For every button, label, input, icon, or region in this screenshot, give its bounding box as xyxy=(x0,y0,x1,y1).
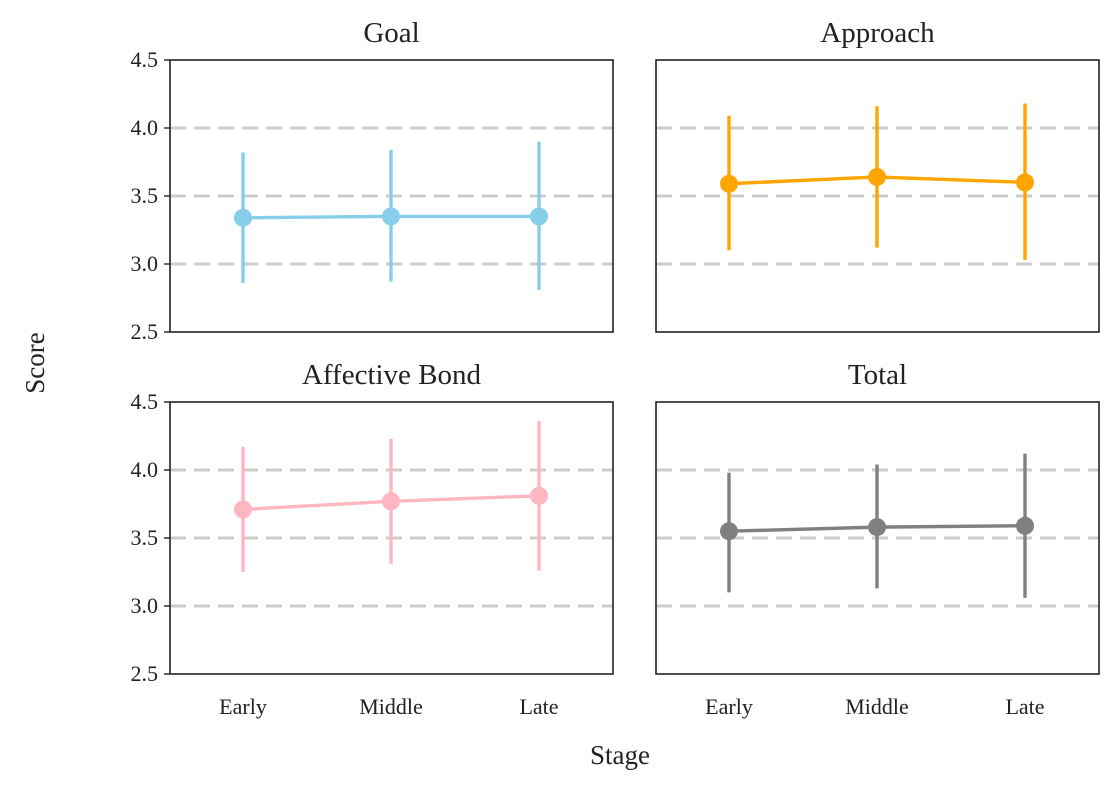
approach-point-late xyxy=(1016,173,1034,192)
total-x-tick-label-middle: Middle xyxy=(845,694,909,719)
goal-y-tick-label: 3.0 xyxy=(131,251,159,276)
total-x-tick-label-late: Late xyxy=(1005,694,1044,719)
total-point-middle xyxy=(868,518,886,537)
affective-bond-point-late xyxy=(530,486,548,505)
affective-bond-y-tick-label: 2.5 xyxy=(131,661,159,686)
goal-point-early xyxy=(234,208,252,227)
affective-bond-y-tick-label: 3.5 xyxy=(131,525,159,550)
goal-point-middle xyxy=(382,207,400,226)
total-frame xyxy=(655,401,1100,675)
affective-bond-x-tick-label-early: Early xyxy=(219,694,267,719)
affective-bond-point-middle xyxy=(382,492,400,511)
goal-y-tick-label: 4.5 xyxy=(131,47,159,72)
affective-bond-point-early xyxy=(234,500,252,519)
total-panel-title: Total xyxy=(848,359,907,391)
y-axis-title: Score xyxy=(20,332,50,393)
approach-frame xyxy=(655,59,1100,333)
approach-panel-title: Approach xyxy=(820,17,935,49)
goal-panel-title: Goal xyxy=(363,17,419,49)
goal-y-tick-label: 3.5 xyxy=(131,183,159,208)
goal-y-tick-label: 4.0 xyxy=(131,115,159,140)
affective-bond-x-tick-label-late: Late xyxy=(519,694,558,719)
affective-bond-panel-title: Affective Bond xyxy=(302,359,482,391)
approach-point-early xyxy=(720,174,738,193)
goal-y-tick-label: 2.5 xyxy=(131,319,159,344)
affective-bond-x-tick-label-middle: Middle xyxy=(359,694,423,719)
total-point-early xyxy=(720,522,738,541)
affective-bond-y-tick-label: 4.5 xyxy=(131,389,159,414)
approach-point-middle xyxy=(868,167,886,186)
goal-point-late xyxy=(530,207,548,226)
x-axis-title: Stage xyxy=(590,740,650,770)
affective-bond-y-tick-label: 3.0 xyxy=(131,593,159,618)
total-point-late xyxy=(1016,516,1034,535)
affective-bond-y-tick-label: 4.0 xyxy=(131,457,159,482)
total-x-tick-label-early: Early xyxy=(705,694,753,719)
